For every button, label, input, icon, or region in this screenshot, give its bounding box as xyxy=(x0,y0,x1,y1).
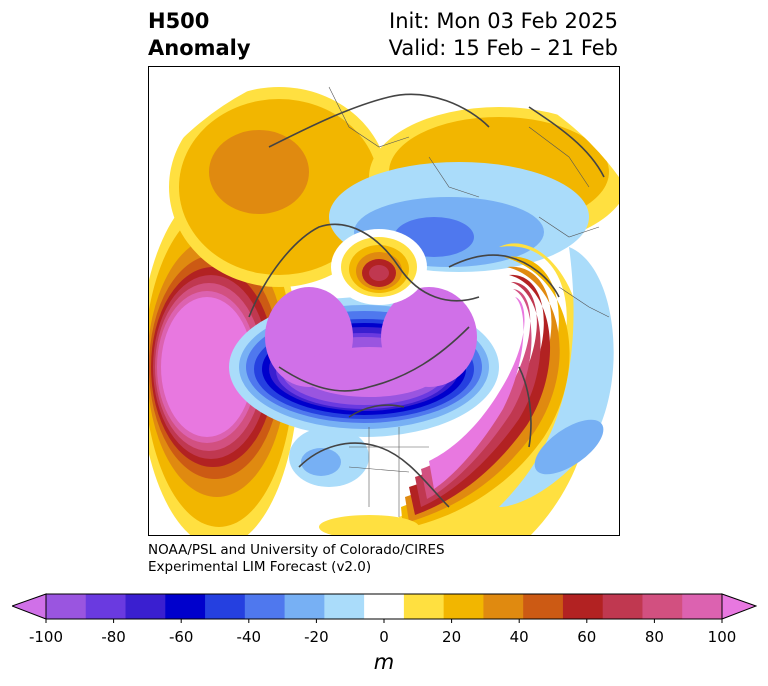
colorbar-cell xyxy=(443,594,484,619)
colorbar-cell xyxy=(483,594,524,619)
colorbar-tick-label: 0 xyxy=(379,628,389,646)
anomaly-western-us-negative xyxy=(289,427,369,487)
colorbar-cell xyxy=(602,594,643,619)
anomaly-svalbard-positive xyxy=(331,229,427,305)
colorbar-tick-label: 60 xyxy=(577,628,597,646)
credit-line-2: Experimental LIM Forecast (v2.0) xyxy=(148,559,372,575)
colorbar-cell xyxy=(165,594,206,619)
colorbar-overflow-arrow xyxy=(721,593,757,620)
colorbar-tick-label: 100 xyxy=(707,628,737,646)
colorbar-tick-label: -60 xyxy=(168,628,194,646)
colorbar-cell xyxy=(324,594,365,619)
title-type: Anomaly xyxy=(148,36,251,60)
title-variable: H500 xyxy=(148,9,210,33)
colorbar-tick-label: 40 xyxy=(509,628,529,646)
colorbar-tick-label: 20 xyxy=(442,628,462,646)
colorbar-cell xyxy=(125,594,166,619)
anomaly-canadian-arctic-negative xyxy=(229,287,499,437)
colorbar-cell xyxy=(205,594,246,619)
colorbar-cell xyxy=(523,594,564,619)
colorbar-tick-label: 80 xyxy=(644,628,664,646)
valid-range: Valid: 15 Feb – 21 Feb xyxy=(388,36,618,60)
title-block-right: Init: Mon 03 Feb 2025 Valid: 15 Feb – 21… xyxy=(389,8,618,62)
credit-line-1: NOAA/PSL and University of Colorado/CIRE… xyxy=(148,542,445,558)
colorbar-underflow-arrow xyxy=(12,593,47,620)
coastlines xyxy=(248,93,605,508)
colorbar-cell xyxy=(403,594,445,619)
colorbar-cell xyxy=(284,594,325,619)
init-date: Init: Mon 03 Feb 2025 xyxy=(389,9,618,33)
political-borders xyxy=(328,86,610,517)
anomaly-siberia-positive xyxy=(169,87,389,287)
colorbar xyxy=(12,593,757,623)
colorbar-cell xyxy=(244,594,286,619)
colorbar-tick-label: -40 xyxy=(236,628,262,646)
credit-block: NOAA/PSL and University of Colorado/CIRE… xyxy=(148,542,445,576)
colorbar-unit-label: m xyxy=(373,650,395,674)
colorbar-cell xyxy=(46,594,87,619)
anomaly-central-atlantic-negative xyxy=(499,247,614,507)
colorbar-cell xyxy=(562,594,604,619)
colorbar-tick-label: -100 xyxy=(28,628,64,646)
anomaly-map xyxy=(149,67,619,535)
colorbar-tick-label: -80 xyxy=(101,628,126,646)
map-panel xyxy=(148,66,620,536)
colorbar-tick-label: -20 xyxy=(304,628,329,646)
title-block-left: H500 Anomaly xyxy=(148,8,251,62)
colorbar-cell xyxy=(682,594,723,619)
colorbar-cell xyxy=(364,594,405,619)
colorbar-cell xyxy=(85,594,127,619)
anomaly-north-pacific-positive xyxy=(149,187,299,535)
colorbar-cell xyxy=(642,594,683,619)
